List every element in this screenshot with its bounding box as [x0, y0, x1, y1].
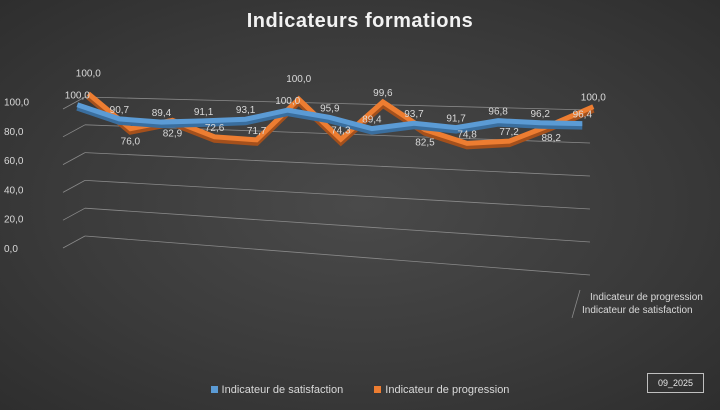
- y-tick-label: 0,0: [4, 244, 18, 255]
- data-label: 89,4: [362, 115, 382, 126]
- data-label: 93,7: [404, 109, 424, 120]
- series-side-0: [76, 104, 583, 135]
- data-label: 100,0: [76, 69, 101, 80]
- legend-swatch: [374, 386, 382, 393]
- data-label: 72,6: [205, 123, 225, 134]
- gridline-side: [62, 235, 86, 249]
- data-label: 82,5: [415, 138, 435, 149]
- gridline: [84, 152, 591, 177]
- data-label: 95,9: [320, 103, 340, 114]
- depth-axis: [571, 289, 581, 319]
- data-label: 96,2: [530, 109, 550, 120]
- data-label: 90,7: [110, 105, 130, 116]
- gridline-side: [62, 180, 86, 193]
- legend-label: Indicateur de satisfaction: [221, 384, 344, 396]
- data-label: 99,6: [373, 88, 393, 99]
- legend: Indicateur de satisfaction Indicateur de…: [0, 384, 720, 396]
- data-label: 100,0: [286, 74, 311, 85]
- y-tick-label: 20,0: [4, 215, 24, 226]
- data-label: 88,2: [541, 133, 561, 144]
- legend-swatch: [210, 386, 218, 393]
- legend-label: Indicateur de progression: [385, 384, 510, 396]
- y-tick-label: 80,0: [4, 127, 24, 138]
- data-label: 89,4: [152, 108, 172, 119]
- period-badge: 09_2025: [646, 373, 704, 393]
- chart-title: Indicateurs formations: [246, 10, 474, 32]
- data-label: 82,9: [163, 128, 183, 139]
- data-label: 91,1: [194, 107, 214, 118]
- y-tick-label: 100,0: [4, 98, 29, 109]
- data-label: 93,1: [236, 105, 256, 116]
- data-label: 77,2: [499, 127, 519, 138]
- gridline-side: [62, 124, 86, 138]
- data-label: 96,4: [573, 110, 593, 121]
- gridline: [84, 235, 591, 276]
- gridline: [84, 207, 591, 243]
- depth-axis-label: Indicateur de satisfaction: [582, 305, 693, 316]
- data-label: 96,8: [488, 107, 508, 118]
- y-tick-label: 40,0: [4, 185, 24, 196]
- data-label: 100,0: [275, 96, 300, 107]
- gridline: [84, 96, 591, 111]
- data-label: 91,7: [446, 114, 466, 125]
- data-label: 74,8: [457, 129, 477, 140]
- data-label: 76,0: [121, 137, 141, 148]
- gridline-side: [62, 152, 86, 165]
- legend-item-satisfaction[interactable]: Indicateur de satisfaction: [210, 384, 344, 396]
- data-label: 100,0: [581, 93, 606, 104]
- gridline-side: [62, 96, 86, 110]
- data-label: 100,0: [65, 91, 90, 102]
- gridline-side: [62, 207, 86, 221]
- gridline: [84, 180, 591, 210]
- data-label: 71,7: [247, 126, 267, 137]
- y-tick-label: 60,0: [4, 156, 24, 167]
- depth-axis-label: Indicateur de progression: [590, 292, 703, 303]
- data-label: 74,3: [331, 125, 351, 136]
- legend-item-progression[interactable]: Indicateur de progression: [374, 384, 509, 396]
